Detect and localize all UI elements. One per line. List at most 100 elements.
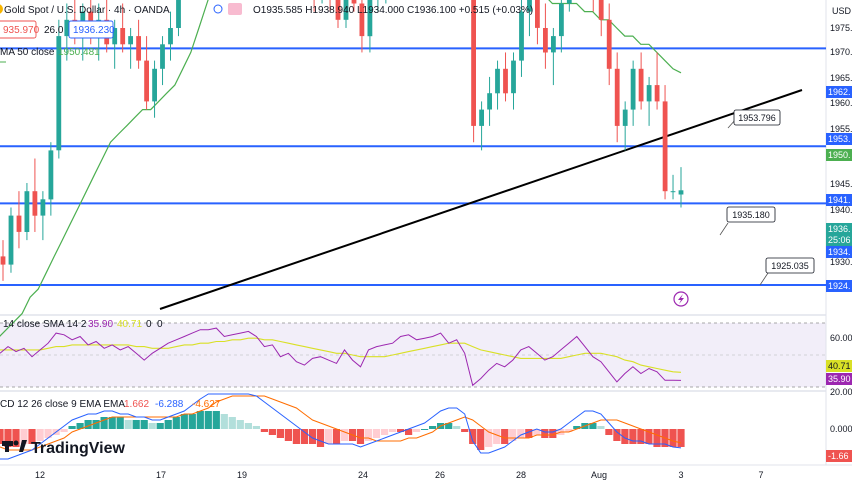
candle-body — [367, 0, 373, 37]
macd-hist-bar — [397, 429, 405, 432]
time-tick: 28 — [516, 470, 526, 480]
candle — [32, 158, 38, 232]
price-badge-text: 1950. — [828, 150, 851, 160]
macd-hist-bar — [84, 420, 92, 429]
macd-hist-bar — [605, 429, 613, 435]
candle-body — [176, 0, 181, 28]
macd-hist-bar — [188, 414, 196, 429]
macd-hist-bar — [252, 426, 260, 429]
candle — [367, 0, 373, 53]
macd-hist-bar — [0, 429, 4, 444]
event-bolt-icon[interactable] — [673, 291, 689, 307]
rsi-zero-2: 0 — [157, 319, 163, 330]
candle-body — [16, 215, 22, 232]
candle-body — [638, 68, 644, 102]
macd-hist-bar — [4, 429, 12, 447]
macd-hist-bar — [485, 429, 493, 447]
candle — [16, 191, 22, 249]
callout-1953-796[interactable]: 1953.796 — [727, 109, 781, 129]
macd-hist-bar — [445, 423, 453, 429]
rsi-label: 14 close SMA 14 2 — [3, 319, 87, 330]
macd-hist-bar — [453, 426, 461, 429]
macd-hist-bar — [517, 429, 525, 438]
macd-hist-bar — [469, 429, 477, 444]
rsi-line — [0, 327, 682, 387]
price-badge-bg — [826, 280, 852, 292]
macd-hist-bar — [541, 429, 549, 438]
symbol-title[interactable]: Gold Spot / U.S. Dollar · 4h · OANDA — [4, 5, 170, 16]
macd-hist-bar — [260, 429, 268, 432]
price-badges: 1962. 1953. 1950. 1941. 1936.25:06 1934. 1924.… — [826, 86, 852, 462]
time-tick: 3 — [678, 470, 683, 480]
macd-hist-bar — [565, 429, 573, 432]
candle-body — [678, 190, 684, 195]
candle-body — [335, 0, 341, 20]
candle-body — [40, 199, 46, 216]
flag-icon[interactable] — [228, 3, 242, 15]
price-badge-p1934: 1934. — [826, 246, 852, 258]
price-pane[interactable] — [0, 0, 826, 314]
candle — [0, 240, 6, 281]
candle — [487, 76, 492, 126]
macd-hist-bar — [533, 429, 541, 435]
macd-hist-bar — [356, 429, 365, 444]
price-badge-p1924: 1924. — [826, 280, 852, 292]
price-tick: 1930.0 — [830, 257, 852, 267]
horizontal-levels[interactable] — [0, 0, 826, 286]
macd-hist-bar — [236, 420, 244, 429]
price-tick: 1945.0 — [830, 179, 852, 189]
macd-hist-bar — [413, 429, 421, 432]
candle — [120, 3, 126, 53]
price-badge-bg — [826, 234, 852, 246]
bid-box[interactable] — [0, 20, 37, 39]
macd-hist-bar — [92, 420, 100, 429]
candle — [343, 0, 349, 28]
ohlc-readout: O1935.585 H1938.940 L1934.000 C1936.100 … — [253, 5, 533, 16]
macd-badge-badge: -1.66 — [826, 450, 852, 462]
macd-hist-bar — [116, 417, 124, 429]
candle — [40, 191, 46, 241]
candle — [56, 19, 62, 159]
candle-body — [535, 0, 540, 28]
candle-body — [598, 0, 604, 20]
candle-body — [80, 11, 86, 28]
macd-hist-bar — [292, 429, 300, 444]
candle — [519, 0, 524, 77]
price-badge-text: 1941. — [828, 195, 851, 205]
callout-1925-035[interactable]: 1925.035 — [759, 257, 815, 286]
macd-hist-bar — [204, 411, 212, 429]
macd-hist-bar — [405, 429, 413, 435]
ask-box[interactable] — [68, 20, 114, 39]
price-badge-text: 1962. — [828, 87, 851, 97]
candle-body — [32, 191, 38, 216]
macd-hist-bar — [501, 429, 509, 444]
price-badge-ma: 1950. — [826, 149, 852, 161]
ma-value: 1950.481 — [58, 47, 100, 58]
macd-hist-bar — [645, 429, 653, 444]
candle-body — [566, 0, 572, 4]
candle — [614, 52, 620, 143]
price-badge-last: 1936. — [826, 223, 852, 235]
macd-hist-bar — [268, 429, 276, 435]
trendline[interactable] — [159, 89, 803, 310]
rsi-legend: 14 close SMA 14 2 35.90 40.71 0 0 — [3, 319, 163, 330]
indicator-tick: 60.00 — [830, 333, 852, 343]
time-axis[interactable]: 12 17 19 24 26 28 Aug 3 7 — [35, 470, 764, 480]
candle — [646, 76, 652, 126]
callout-1935-180[interactable]: 1935.180 — [719, 206, 776, 236]
macd-series — [0, 393, 685, 460]
price-axis[interactable]: USD 1975.0 1970.0 1965.0 1960.0 1955.0 1945.0… — [830, 6, 852, 434]
candle-body — [64, 19, 70, 37]
time-tick: 26 — [435, 470, 445, 480]
candle-body — [559, 3, 564, 37]
macd-hist-bar — [212, 411, 220, 429]
candle-body — [479, 109, 484, 126]
macd-hist-bar — [677, 429, 685, 447]
rsi-badge-badge_sma: 40.71 — [826, 360, 852, 372]
candle — [128, 27, 133, 69]
candle — [351, 0, 357, 12]
macd-hist-bar — [669, 429, 677, 447]
candle — [359, 0, 365, 53]
visibility-eye-icon[interactable] — [213, 4, 223, 14]
tradingview-logo[interactable]: TradingView — [2, 440, 126, 457]
